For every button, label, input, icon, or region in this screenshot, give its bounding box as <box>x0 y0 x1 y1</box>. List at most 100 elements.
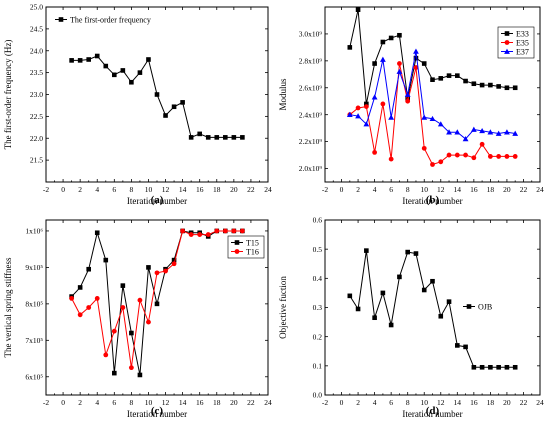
panel-label: (d) <box>426 405 440 417</box>
x-tick-label: 6 <box>112 185 116 194</box>
x-tick-label: 18 <box>213 185 221 194</box>
x-tick-label: 24 <box>264 398 272 407</box>
data-point <box>512 85 518 91</box>
data-point <box>111 328 117 334</box>
x-tick-label: 6 <box>112 398 116 407</box>
data-point <box>128 365 134 371</box>
data-point <box>504 154 510 159</box>
data-point <box>380 290 386 296</box>
data-point <box>496 154 502 159</box>
legend-swatch-marker <box>504 31 510 36</box>
y-tick-label: 2.6x10⁹ <box>299 83 323 92</box>
data-point <box>347 45 353 50</box>
data-point <box>355 113 361 119</box>
legend-label: T16 <box>246 247 259 256</box>
x-tick-label: -2 <box>43 185 49 194</box>
data-point <box>504 85 510 91</box>
x-tick-label: 14 <box>454 185 462 194</box>
data-point <box>120 283 126 288</box>
data-point <box>421 61 427 66</box>
data-point <box>154 270 160 276</box>
data-point <box>214 228 220 234</box>
data-point <box>197 131 202 137</box>
y-tick-label: 9x10⁵ <box>25 263 43 272</box>
x-tick-label: 22 <box>520 398 528 407</box>
series-e35 <box>347 61 518 167</box>
chart-panel-b: -2 0 2 4 6 8 10 12 14 16 18 20 22 242.0x10⁹2.2x10⁹2.4… <box>278 6 544 206</box>
data-point <box>120 68 126 73</box>
x-tick-label: 0 <box>61 185 65 194</box>
data-point <box>397 61 402 66</box>
data-point <box>405 96 410 101</box>
data-point <box>112 370 117 376</box>
data-point <box>239 228 245 234</box>
y-tick-label: 25.0 <box>30 3 43 12</box>
x-tick-label: 10 <box>420 185 428 194</box>
data-point <box>479 141 485 147</box>
data-point <box>364 101 369 107</box>
data-point <box>463 152 468 158</box>
x-tick-label: 2 <box>78 398 82 407</box>
data-point <box>438 76 444 81</box>
data-point <box>454 152 460 158</box>
data-point <box>471 155 477 161</box>
y-tick-label: 24.0 <box>30 46 43 55</box>
y-tick-label: 0.4 <box>313 274 323 283</box>
data-point <box>171 261 177 267</box>
x-tick-label: 18 <box>487 185 495 194</box>
x-tick-label: 14 <box>454 398 462 407</box>
y-tick-label: 3.0x10⁹ <box>299 30 323 39</box>
x-tick-label: 20 <box>503 398 511 407</box>
data-point <box>69 295 75 301</box>
x-tick-label: 10 <box>145 185 153 194</box>
y-tick-label: 0.5 <box>313 245 323 254</box>
data-point <box>446 152 452 158</box>
data-point <box>413 65 419 70</box>
x-tick-label: 0 <box>340 185 344 194</box>
data-point <box>137 70 143 75</box>
x-tick-label: 6 <box>389 398 393 407</box>
data-point <box>355 306 361 312</box>
data-point <box>180 228 186 234</box>
data-point <box>86 305 92 310</box>
data-point <box>430 77 435 82</box>
x-tick-label: -2 <box>322 398 328 407</box>
x-tick-label: 8 <box>130 398 134 407</box>
data-point <box>380 101 386 107</box>
chart-panel-a: -2 0 2 4 6 8 10 12 14 16 18 20 22 2421.522.022.523.02… <box>3 3 272 206</box>
data-point <box>112 72 117 78</box>
data-point <box>346 111 353 118</box>
data-point <box>413 48 419 54</box>
y-tick-label: 21.5 <box>30 156 43 165</box>
data-point <box>388 35 394 41</box>
x-tick-label: 14 <box>179 185 187 194</box>
x-tick-label: 0 <box>340 398 344 407</box>
x-tick-label: 24 <box>536 398 544 407</box>
x-tick-label: 12 <box>437 185 445 194</box>
y-tick-label: 6x10⁵ <box>25 372 43 381</box>
x-tick-label: 16 <box>470 398 478 407</box>
data-point <box>171 257 177 263</box>
y-tick-label: 7x10⁵ <box>25 336 43 345</box>
data-point <box>371 94 378 100</box>
x-tick-label: 2 <box>356 185 360 194</box>
legend-label: E33 <box>516 29 529 38</box>
data-point <box>421 145 427 151</box>
x-tick-label: 24 <box>264 185 272 194</box>
legend-swatch-marker <box>504 40 510 45</box>
x-tick-label: 20 <box>230 185 238 194</box>
data-point <box>77 312 83 318</box>
data-point <box>372 315 377 321</box>
data-point <box>205 135 211 140</box>
data-point <box>504 364 510 370</box>
x-tick-label: 4 <box>95 185 99 194</box>
y-tick-label: 0.3 <box>313 303 323 312</box>
data-point <box>103 352 109 358</box>
data-point <box>388 156 394 162</box>
y-tick-label: 2.2x10⁹ <box>299 137 323 146</box>
x-tick-label: 10 <box>420 398 428 407</box>
data-point <box>404 91 411 97</box>
